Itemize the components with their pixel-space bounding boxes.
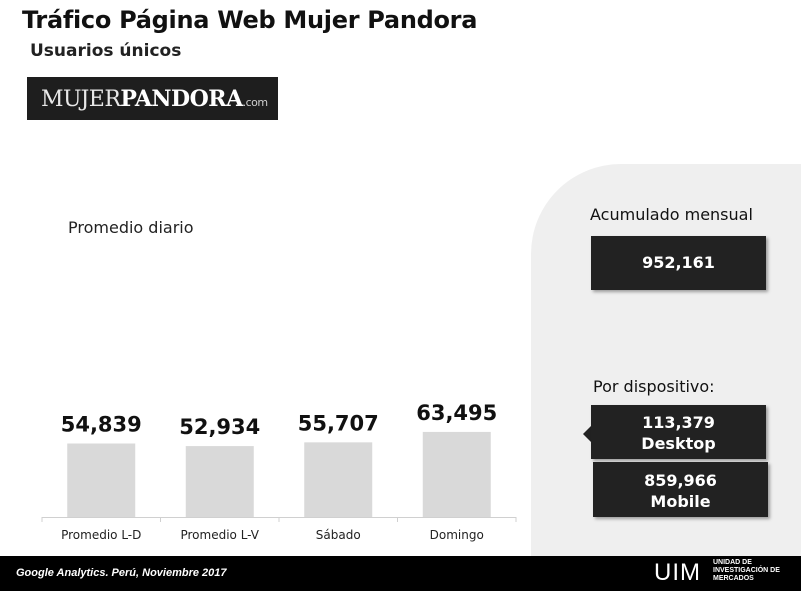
monthly-total-value: 952,161 [642, 253, 715, 272]
bar-1 [185, 446, 254, 517]
bar-chart: 54,839 Promedio L-D 52,934 Promedio L-V 55,7… [41, 401, 517, 542]
bar-3 [422, 431, 491, 517]
bar-0 [67, 443, 136, 517]
uim-line-1: UNIDAD DE [713, 559, 752, 566]
page-title: Tráfico Página Web Mujer Pandora [22, 6, 478, 34]
logo-text-part1: MUJER [41, 87, 121, 112]
desktop-value: 113,379 [642, 413, 715, 432]
pointer-arrow [583, 425, 592, 443]
logo-text-part3: .com [242, 96, 269, 109]
category-label-0: Promedio L-D [61, 528, 141, 542]
mobile-value: 859,966 [644, 471, 717, 490]
category-label-2: Sábado [316, 528, 361, 542]
uim-line-3: MERCADOS [713, 575, 754, 582]
monthly-total-box: 952,161 [591, 236, 766, 290]
page-subtitle: Usuarios únicos [30, 41, 182, 61]
monthly-heading: Acumulado mensual [590, 205, 753, 224]
uim-subtitle: UNIDAD DE INVESTIGACIÓN DE MERCADOS [713, 559, 793, 583]
footer-bar: Google Analytics. Perú, Noviembre 2017 U… [0, 556, 801, 591]
desktop-label: Desktop [641, 434, 716, 453]
source-note: Google Analytics. Perú, Noviembre 2017 [16, 567, 227, 579]
mobile-label: Mobile [650, 492, 711, 511]
data-label-2: 55,707 [298, 411, 379, 435]
mobile-box: 859,966 Mobile [593, 462, 768, 517]
desktop-box: 113,379 Desktop [591, 405, 766, 459]
category-label-1: Promedio L-V [180, 528, 259, 542]
data-label-0: 54,839 [61, 413, 142, 437]
logo-text-part2: PANDORA [120, 86, 243, 112]
data-label-1: 52,934 [179, 415, 260, 439]
device-heading: Por dispositivo: [593, 377, 715, 396]
data-label-3: 63,495 [416, 401, 497, 425]
uim-logo: UIM [654, 559, 701, 586]
uim-line-2: INVESTIGACIÓN DE [713, 567, 780, 574]
bar-2 [304, 442, 373, 517]
mujer-pandora-logo: MUJERPANDORA.com [27, 77, 278, 120]
chart-title: Promedio diario [68, 218, 194, 237]
category-label-3: Domingo [430, 528, 484, 542]
